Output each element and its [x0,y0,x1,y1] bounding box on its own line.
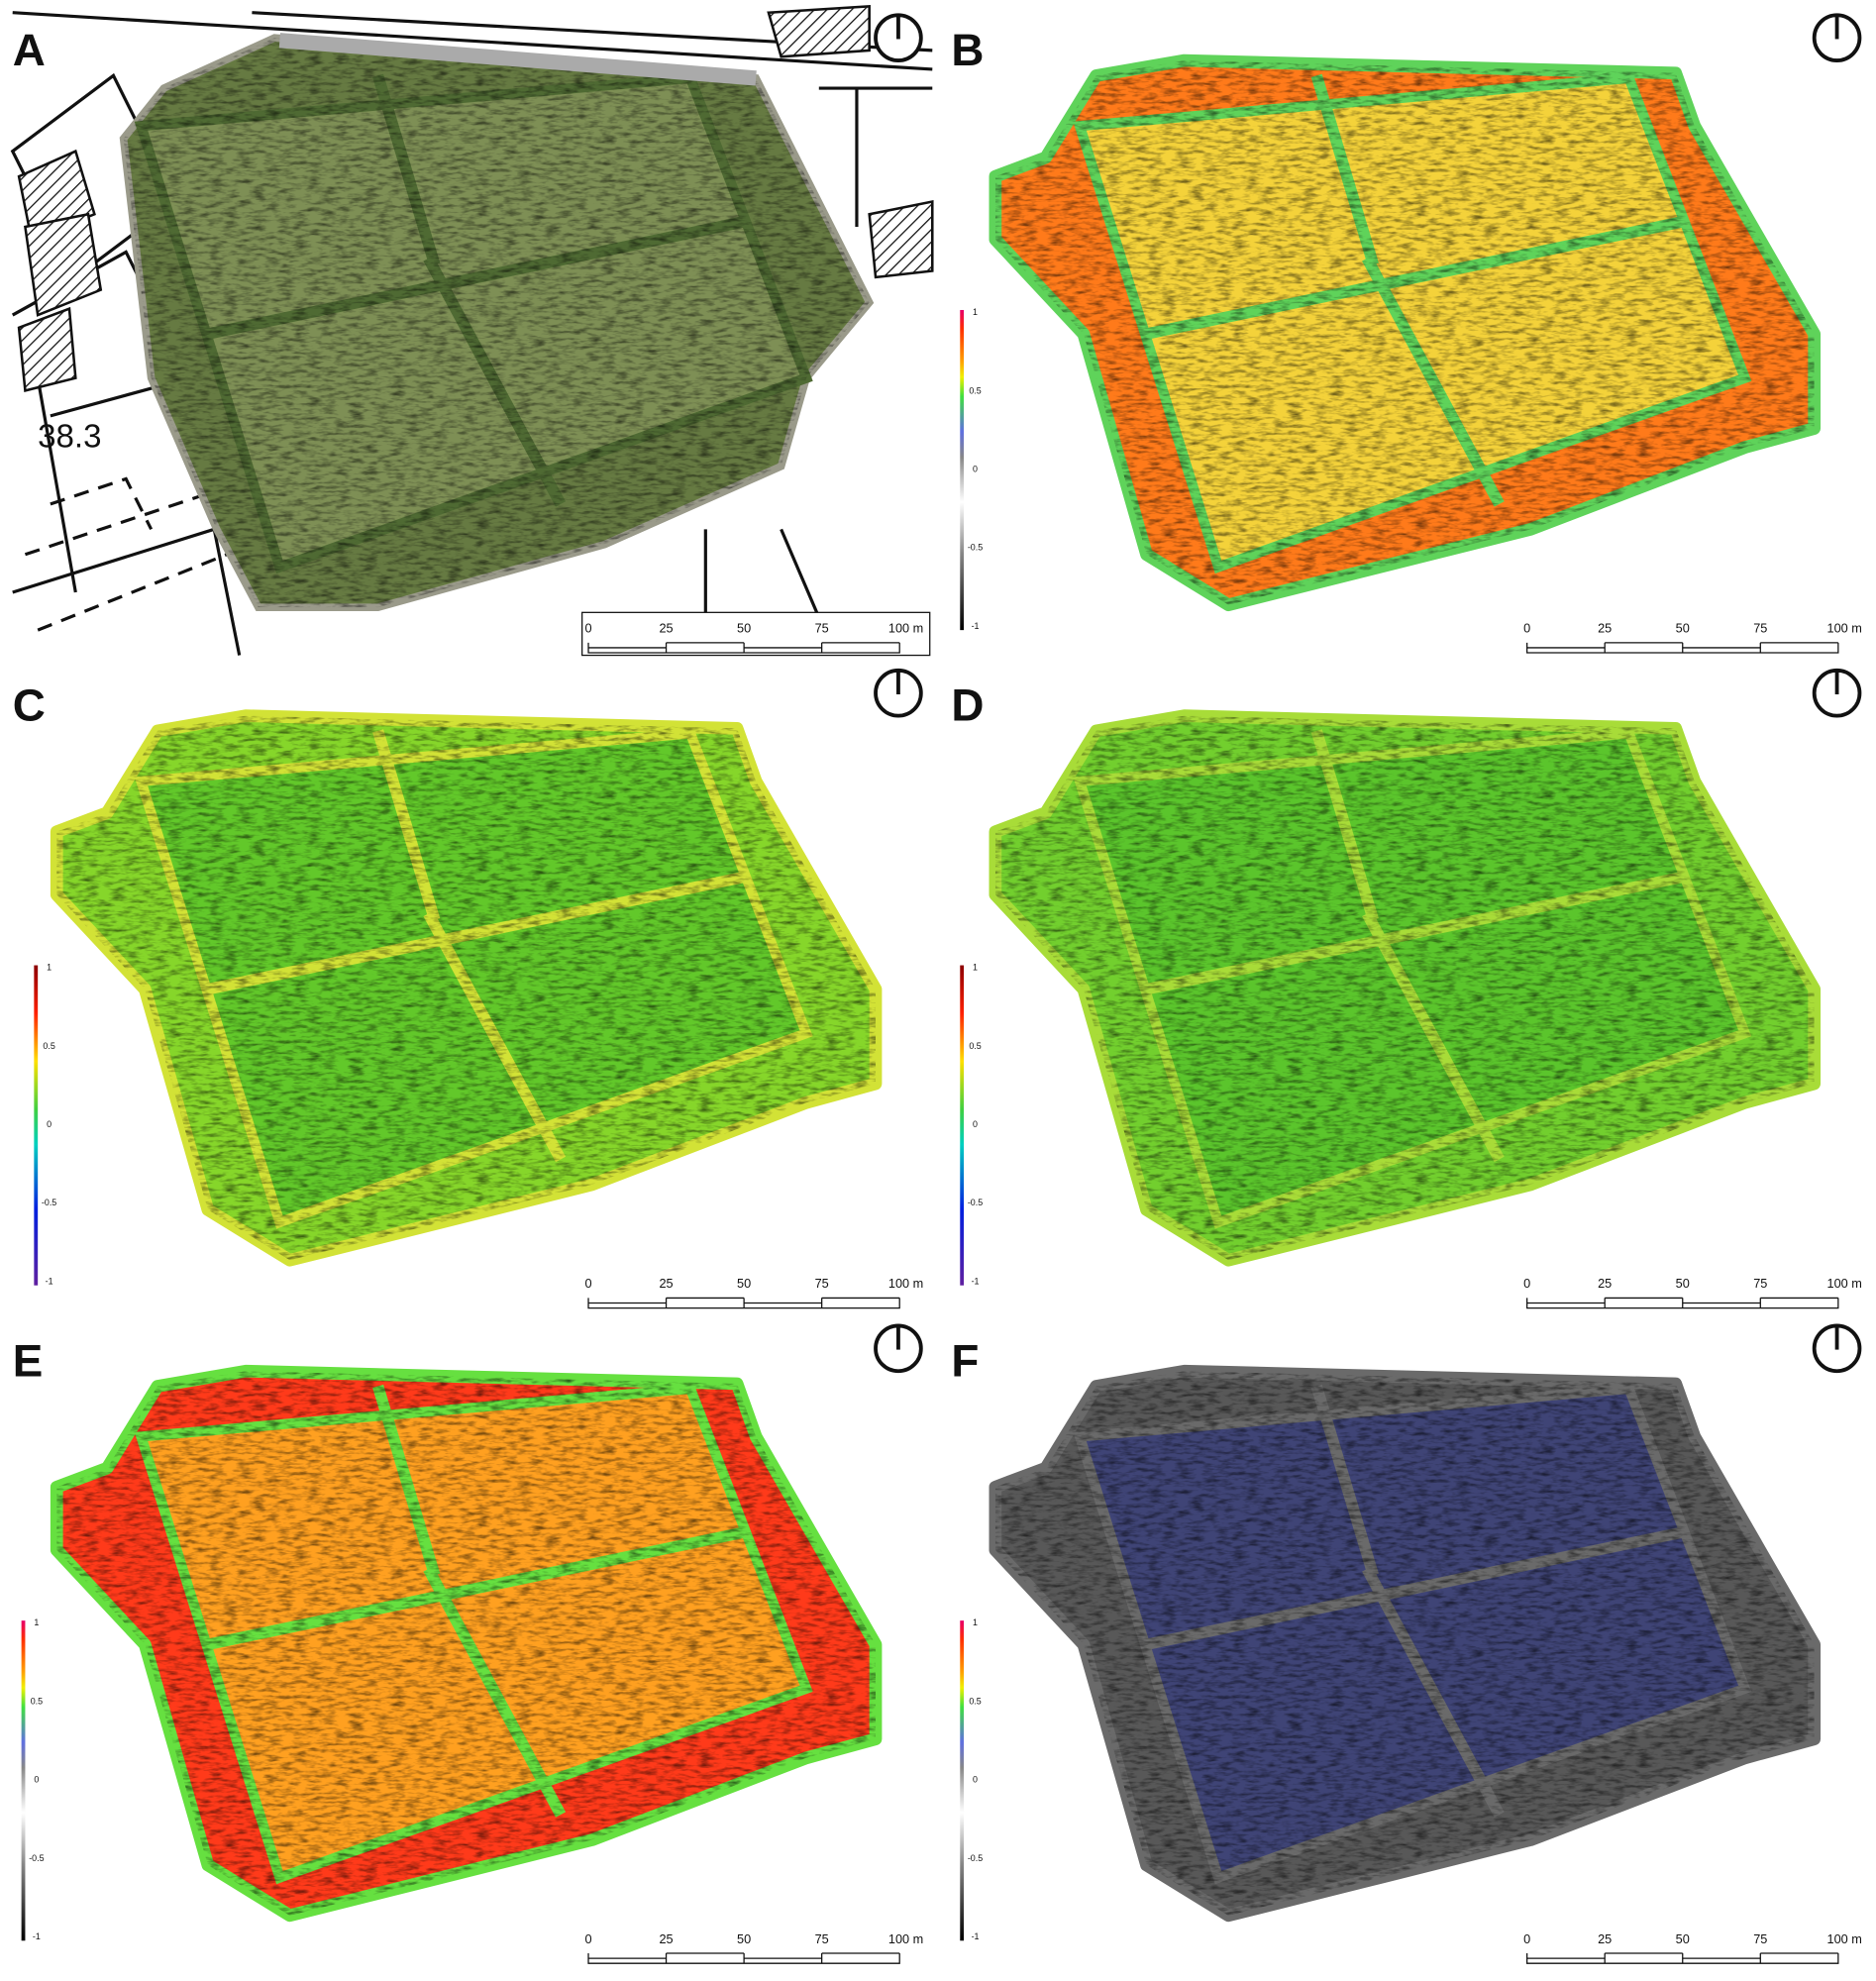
colorbar-label: -1 [972,621,980,631]
scale-label: 0 [1523,1931,1530,1946]
colorbar-label: -0.5 [968,1853,983,1863]
scale-label: 50 [1676,621,1690,636]
colorbar [960,309,965,631]
scale-bar-frame [581,611,931,657]
scale-label: 25 [1598,621,1612,636]
panel-label: E [13,1335,44,1386]
colorbar [960,1620,965,1941]
scale-label: 0 [584,621,591,636]
colorbar-label: 0 [973,464,978,473]
colorbar-label: 0 [973,1775,978,1785]
colorbar-label: -0.5 [968,543,983,553]
panel: 38.3 A 0 25 50 75 100 m [10,5,934,657]
colorbar-label: 1 [47,963,52,973]
colorbar-label: 0.5 [969,1696,981,1706]
colorbar-label: 1 [973,1617,978,1627]
scale-label: 100 m [1827,1276,1862,1291]
colorbar [960,965,965,1286]
colorbar-label: 0 [47,1119,52,1129]
map-line [12,527,242,656]
colorbar-label: -0.5 [42,1198,56,1207]
panel: B 0 25 50 75 100 m 1 0.5 0 -0.5 -1 [951,13,1862,654]
colorbar-label: -1 [33,1931,41,1941]
scale-label: 25 [659,1931,673,1946]
scale-label: 25 [1598,1931,1612,1946]
colorbar-label: 0 [34,1775,39,1785]
building [868,200,934,279]
texture-fill [123,38,870,608]
road [278,33,757,86]
panel: F 0 25 50 75 100 m 1 0.5 0 -0.5 -1 [951,1323,1862,1964]
panel-label: C [13,680,46,731]
scale-label: 50 [1676,1931,1690,1946]
scale-label: 0 [584,1931,591,1946]
scale-label: 100 m [1827,621,1862,636]
scale-label: 100 m [1827,1931,1862,1946]
colorbar-label: 0.5 [969,385,981,395]
colorbar-label: 0.5 [31,1696,43,1706]
map-dashed-line [24,476,228,632]
colorbar-label: 0.5 [969,1041,981,1051]
scale-label: 100 m [888,621,923,636]
colorbar-label: -1 [972,1276,980,1286]
scale-bar [587,1952,900,1964]
colorbar-label: -0.5 [968,1198,983,1207]
scale-label: 0 [1523,1276,1530,1291]
scale-label: 50 [1676,1276,1690,1291]
colorbar-label: 1 [973,963,978,973]
scale-label: 25 [659,1276,673,1291]
scale-label: 75 [815,621,829,636]
panel: E 0 25 50 75 100 m 1 0.5 0 -0.5 -1 [13,1323,923,1964]
panel-label: B [951,25,984,75]
scale-label: 100 m [888,1276,923,1291]
map-line [12,11,933,71]
scale-label: 50 [737,1276,751,1291]
map-line [818,86,933,228]
colorbar [34,965,39,1286]
scale-label: 25 [1598,1276,1612,1291]
colorbar-label: -0.5 [29,1853,44,1863]
scale-label: 100 m [888,1931,923,1946]
colorbar [21,1620,26,1941]
map-line [36,377,77,593]
panel: C 0 25 50 75 100 m 1 0.5 0 -0.5 -1 [13,668,923,1309]
scale-label: 75 [1753,1931,1767,1946]
panel: D 0 25 50 75 100 m 1 0.5 0 -0.5 -1 [951,668,1862,1309]
building [767,5,871,58]
scale-label: 75 [815,1276,829,1291]
scale-label: 25 [659,621,673,636]
scale-label: 50 [737,621,751,636]
building [17,306,77,392]
scale-bar [1526,1952,1839,1964]
scale-bar [587,1297,900,1309]
scale-label: 0 [584,1276,591,1291]
building [24,212,103,317]
colorbar-label: -1 [46,1276,53,1286]
colorbar-label: -1 [972,1931,980,1941]
panel-label: F [951,1335,979,1386]
scale-bar [1526,1297,1839,1309]
texture [123,38,870,608]
colorbar-label: 0.5 [43,1041,54,1051]
scale-label: 75 [815,1931,829,1946]
colorbar-label: 0 [973,1119,978,1129]
scale-label: 75 [1753,1276,1767,1291]
scale-label: 50 [737,1931,751,1946]
scale-bar [1526,642,1839,654]
scale-label: 0 [1523,621,1530,636]
colorbar-label: 1 [34,1617,39,1627]
scale-label: 75 [1753,621,1767,636]
scale-bar [587,642,900,654]
panel-label: D [951,680,984,731]
panel-label: A [13,25,46,75]
map-annotation: 38.3 [38,419,101,456]
colorbar-label: 1 [973,307,978,317]
